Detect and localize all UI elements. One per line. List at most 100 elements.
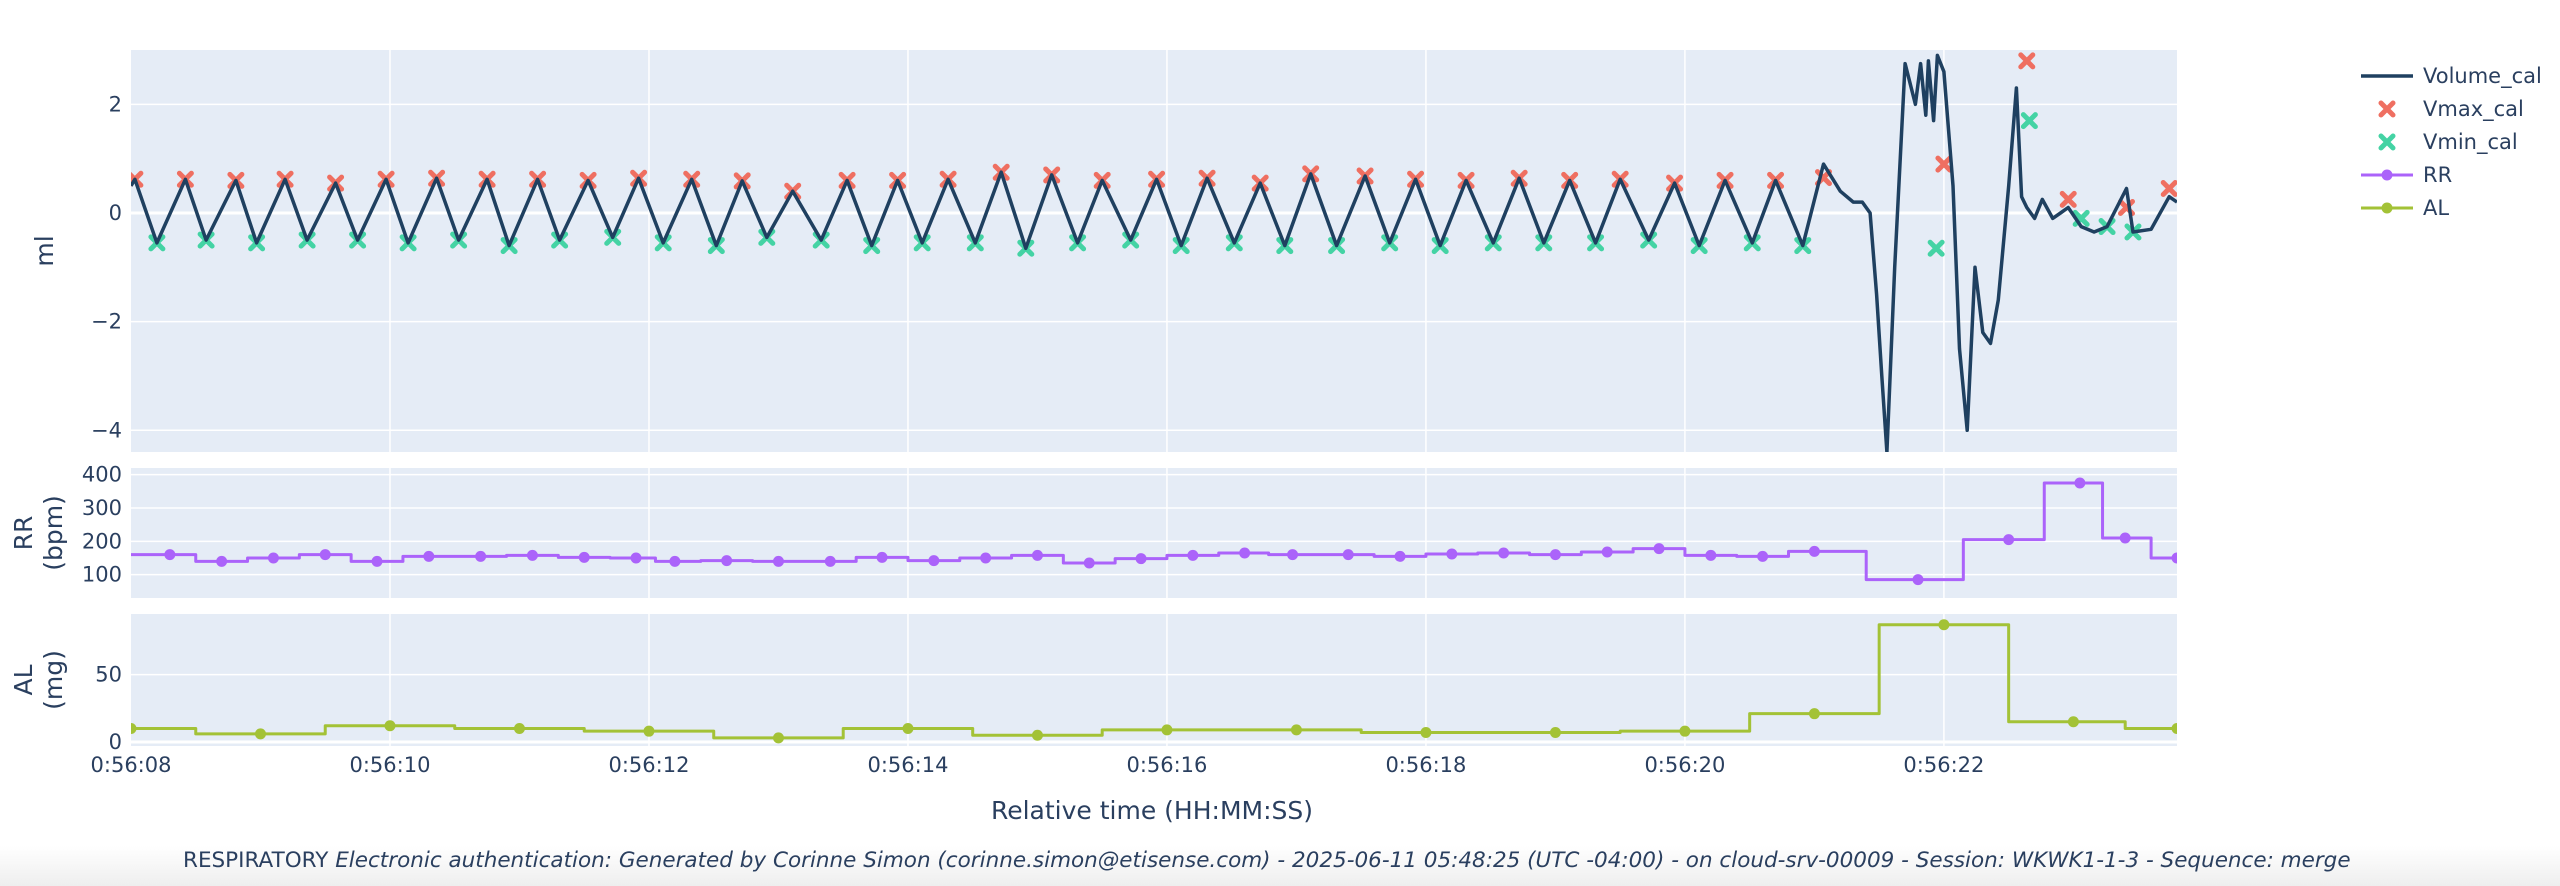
x-tick-label: 0:56:08 <box>91 753 172 777</box>
rr-point <box>1912 574 1924 586</box>
al-point <box>643 725 655 737</box>
al-point <box>2171 722 2177 734</box>
rr-point <box>1498 547 1510 559</box>
rr-point <box>1808 545 1820 557</box>
y-axis-title-line: AL <box>9 664 38 695</box>
y-tick-label: 400 <box>82 463 122 487</box>
rr-point <box>2171 552 2177 564</box>
x-tick-label: 0:56:20 <box>1644 753 1725 777</box>
rr-point <box>526 549 538 561</box>
rr-point <box>2074 477 2086 489</box>
x-tick-label: 0:56:22 <box>1903 753 1984 777</box>
x-tick-label: 0:56:10 <box>350 753 431 777</box>
vmax-cal-marker <box>2059 190 2077 208</box>
footer: RESPIRATORY Electronic authentication: G… <box>0 846 2560 886</box>
panel-series <box>131 619 2177 744</box>
al-point <box>513 722 525 734</box>
rr-point <box>1287 549 1299 561</box>
x-tick-label: 0:56:12 <box>608 753 689 777</box>
vmax-cal-marker <box>1935 155 1953 173</box>
volume-cal-line <box>131 53 2177 452</box>
rr-point <box>772 555 784 567</box>
al-line <box>131 623 2177 740</box>
y-tick-label: 0 <box>109 201 122 225</box>
rr-point <box>1601 546 1613 558</box>
legend-swatch-marker <box>2378 100 2396 118</box>
y-tick-label: −4 <box>91 418 122 442</box>
footer-label: RESPIRATORY <box>183 848 329 873</box>
rr-point <box>1705 549 1717 561</box>
y-tick-label: 50 <box>95 663 122 687</box>
legend-item-volume-cal: Volume_cal <box>2361 64 2542 89</box>
y-tick-label: 300 <box>82 496 122 520</box>
y-axis-title-line: RR <box>9 516 38 551</box>
y-tick-label: −2 <box>91 310 122 334</box>
al-point <box>1808 708 1820 720</box>
y-axis-title: ml <box>30 235 59 266</box>
rr-point <box>2119 532 2131 544</box>
rr-point <box>876 551 888 563</box>
y-axis-title-line: (bpm) <box>39 495 68 571</box>
rr-point <box>1083 557 1095 569</box>
legend-item-rr: RR <box>2361 163 2452 187</box>
rr-point <box>267 552 279 564</box>
y-tick-label: 0 <box>109 730 122 754</box>
rr-point <box>578 551 590 563</box>
plot-background <box>131 614 2177 746</box>
plot-background <box>131 468 2177 598</box>
rr-point <box>1653 543 1665 555</box>
y-tick-label: 100 <box>82 563 122 587</box>
rr-point <box>1239 547 1251 559</box>
al-point <box>1420 727 1432 739</box>
rr-point <box>1394 550 1406 562</box>
rr-point <box>721 555 733 567</box>
legend-swatch-dot <box>2381 202 2393 214</box>
rr-point <box>1549 549 1561 561</box>
al-point <box>902 722 914 734</box>
al-point <box>1031 729 1043 741</box>
legend-label: Vmin_cal <box>2423 130 2518 155</box>
legend-label: Vmax_cal <box>2423 97 2524 122</box>
rr-point <box>319 549 331 561</box>
legend-item-al: AL <box>2361 196 2449 220</box>
legend-label: AL <box>2423 196 2449 220</box>
legend: Volume_cal Vmax_cal Vmin_cal RR AL <box>2361 64 2542 220</box>
plot-background <box>131 50 2177 452</box>
rr-point <box>2003 534 2015 546</box>
rr-point <box>475 550 487 562</box>
x-axis-title: Relative time (HH:MM:SS) <box>991 796 1313 825</box>
vmax-cal-marker <box>2160 180 2177 198</box>
rr-point <box>1135 553 1147 565</box>
al-point <box>1290 724 1302 736</box>
y-axis-title-line: (mg) <box>39 650 68 710</box>
y-axis-title: AL(mg) <box>9 650 68 710</box>
rr-line <box>131 481 2177 582</box>
al-point <box>1938 619 1950 631</box>
x-tick-label: 0:56:18 <box>1385 753 1466 777</box>
legend-item-vmin-cal: Vmin_cal <box>2378 130 2518 155</box>
panel-series <box>131 52 2177 452</box>
al-point <box>384 720 396 732</box>
legend-label: RR <box>2423 163 2452 187</box>
rr-point <box>1446 548 1458 560</box>
y-axis-title-line: ml <box>30 235 59 266</box>
chart-panels: 2 0 −2 −4 ml 400 300 200 100 RR(bpm) 50 0 AL(mg) <box>9 50 2177 754</box>
vmin-cal-marker <box>2020 112 2038 130</box>
vmin-cal-marker <box>1927 239 1945 257</box>
panel-3: 50 0 AL(mg) <box>9 614 2177 754</box>
y-axis-title: RR(bpm) <box>9 495 68 571</box>
rr-point <box>371 555 383 567</box>
panel-2: 400 300 200 100 RR(bpm) <box>9 463 2177 598</box>
rr-point <box>216 555 228 567</box>
rr-point <box>423 550 435 562</box>
rr-point <box>630 552 642 564</box>
legend-label: Volume_cal <box>2423 64 2542 89</box>
al-point <box>1679 725 1691 737</box>
rr-point <box>1342 549 1354 561</box>
legend-item-vmax-cal: Vmax_cal <box>2378 97 2524 122</box>
panel-series <box>131 477 2177 586</box>
rr-point <box>824 555 836 567</box>
al-point <box>2067 716 2079 728</box>
panel-1: 2 0 −2 −4 ml <box>30 50 2177 452</box>
